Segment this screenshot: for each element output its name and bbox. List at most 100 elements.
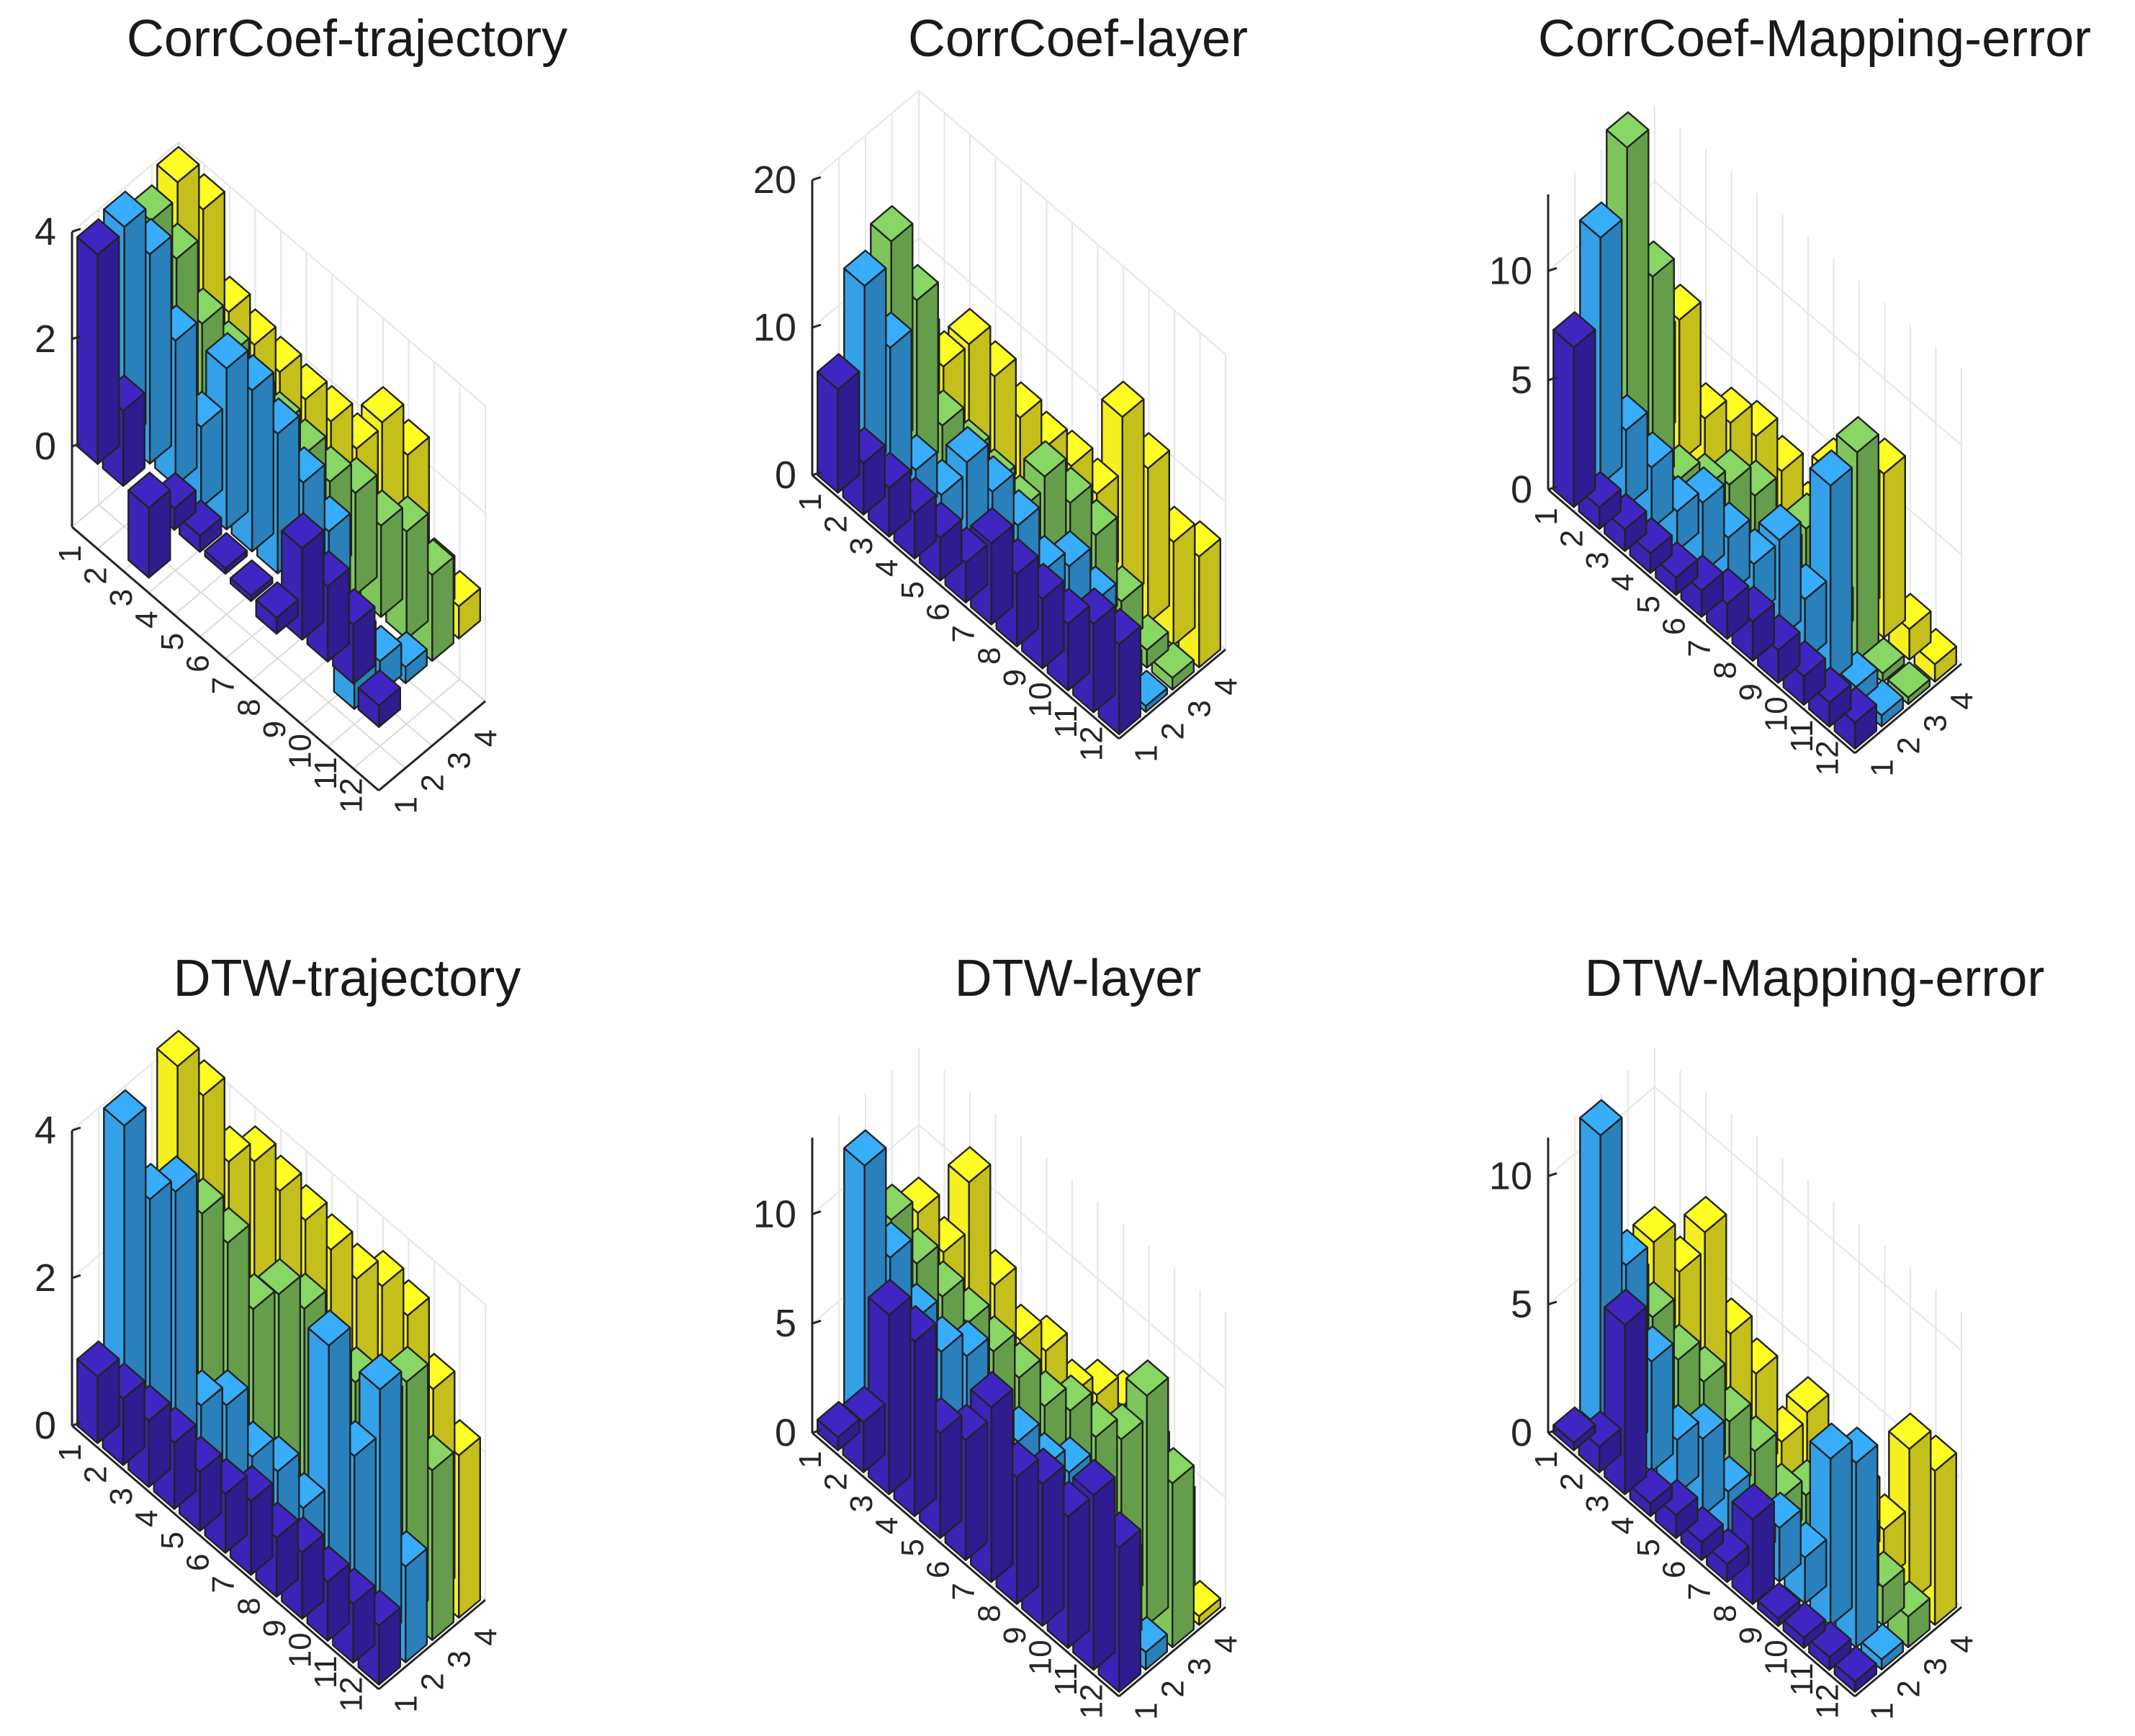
bar-side-face: [1933, 1452, 1958, 1627]
x-tick-label: 12: [333, 778, 369, 813]
bar-top-face: [1786, 1376, 1830, 1413]
z-tick-label: 10: [1489, 1154, 1532, 1197]
bar-side-face: [1146, 1377, 1169, 1627]
x-tick-label: 10: [1022, 1640, 1058, 1675]
y-tick-label: 2: [1892, 1680, 1927, 1697]
x-tick-label: 7: [946, 1583, 981, 1600]
chart-title: CorrCoef-trajectory: [127, 10, 567, 68]
bar-top-face: [948, 1146, 992, 1184]
y-tick-label: 3: [1918, 714, 1954, 732]
x-tick-label: 7: [1682, 1583, 1717, 1600]
bar-top-face: [103, 190, 147, 228]
bar-top-face: [103, 1089, 147, 1127]
bar-s1-x3: [127, 471, 171, 579]
z-tick-mark: [71, 1421, 81, 1427]
x-tick-label: 10: [1758, 696, 1794, 732]
y-axis: [1854, 662, 1962, 755]
bar-s1-x1: [817, 353, 860, 494]
bar-side-face: [1678, 301, 1702, 464]
x-tick-label: 8: [971, 647, 1007, 665]
x-tick-label: 10: [1758, 1640, 1794, 1675]
z-tick-label: 4: [35, 1109, 56, 1152]
y-tick-label: 3: [1918, 1658, 1954, 1675]
x-tick-label: 2: [1554, 1473, 1589, 1490]
bar-top-face: [307, 1309, 351, 1347]
z-tick-label: 4: [35, 210, 56, 253]
x-tick-label: 3: [1580, 552, 1615, 569]
bar-top-face: [1023, 440, 1067, 478]
bar-side-face: [1041, 1465, 1065, 1627]
x-tick-label: 1: [53, 545, 88, 562]
x-tick-label: 3: [104, 1488, 139, 1505]
z-tick-label: 0: [775, 1411, 796, 1454]
bar-top-face: [205, 332, 249, 369]
bar-s1-x3: [1604, 493, 1648, 552]
y-tick-label: 1: [389, 796, 424, 814]
bar-side-face: [251, 372, 274, 553]
chart-panel-3: CorrCoef-Mapping-error051012345678910111…: [1489, 10, 2091, 777]
chart-title: DTW-Mapping-error: [1585, 950, 2045, 1007]
z-tick-mark: [71, 1126, 81, 1132]
x-axis: [1547, 1431, 1856, 1698]
bar-side-face: [379, 507, 403, 619]
bar-top-face: [970, 1370, 1014, 1408]
bar-top-face: [1809, 449, 1853, 487]
bar-top-face: [359, 1353, 403, 1391]
bar-s2-x1: [843, 1129, 887, 1429]
z-tick-label: 0: [1511, 1411, 1532, 1454]
y-tick-label: 4: [1209, 678, 1244, 695]
x-tick-label: 8: [1707, 662, 1743, 679]
bar-s1-x8: [255, 581, 299, 635]
bar-s1-x1: [1552, 311, 1596, 508]
bar-s1-x12: [1833, 1645, 1878, 1694]
bar-front-face: [76, 236, 99, 465]
bar-side-face: [301, 529, 325, 641]
bars: [1552, 111, 1958, 750]
x-tick-label: 4: [129, 1510, 164, 1527]
bars: [76, 145, 481, 728]
bar-top-face: [870, 204, 914, 243]
bar-side-face: [225, 349, 249, 531]
bar-top-face: [1888, 1412, 1932, 1450]
bar-top-face: [1604, 1288, 1648, 1326]
bar-side-face: [1015, 1458, 1040, 1606]
bar-s1-x12: [357, 669, 401, 728]
bar-top-face: [1758, 503, 1802, 541]
x-axis: [71, 526, 379, 791]
x-tick-label: 5: [895, 1539, 930, 1556]
x-tick-label: 9: [1733, 1627, 1768, 1644]
x-tick-label: 5: [895, 581, 930, 598]
z-tick-mark: [1547, 266, 1558, 272]
bar-top-face: [1552, 1406, 1596, 1444]
z-tick-label: 5: [1511, 359, 1532, 402]
bar-side-face: [405, 513, 429, 640]
z-tick-mark: [812, 1210, 822, 1215]
x-tick-label: 7: [946, 625, 981, 642]
bar-top-face: [1809, 1422, 1853, 1460]
y-tick-label: 2: [1156, 1680, 1191, 1697]
y-axis: [1118, 1606, 1226, 1698]
z-tick-mark: [1547, 1300, 1558, 1306]
z-tick-label: 0: [775, 454, 796, 497]
x-tick-label: 11: [1784, 720, 1820, 753]
bar-side-face: [1171, 1465, 1195, 1649]
z-tick-mark: [1547, 485, 1558, 491]
bar-side-face: [1197, 538, 1222, 669]
x-tick-label: 6: [920, 603, 956, 621]
x-tick-label: 6: [1656, 618, 1691, 635]
bar-side-face: [1650, 1342, 1674, 1473]
bar-side-face: [1855, 1444, 1879, 1649]
x-tick-label: 3: [844, 1495, 879, 1512]
y-tick-label: 3: [442, 1650, 477, 1668]
x-tick-label: 12: [333, 1676, 369, 1712]
bar-top-face: [970, 507, 1014, 544]
x-tick-label: 7: [206, 1575, 241, 1593]
x-tick-label: 12: [1074, 1683, 1109, 1719]
x-tick-label: 4: [1605, 1517, 1640, 1534]
y-tick-label: 4: [1209, 1635, 1244, 1652]
x-tick-label: 6: [180, 655, 215, 672]
bar-side-face: [1882, 455, 1907, 639]
